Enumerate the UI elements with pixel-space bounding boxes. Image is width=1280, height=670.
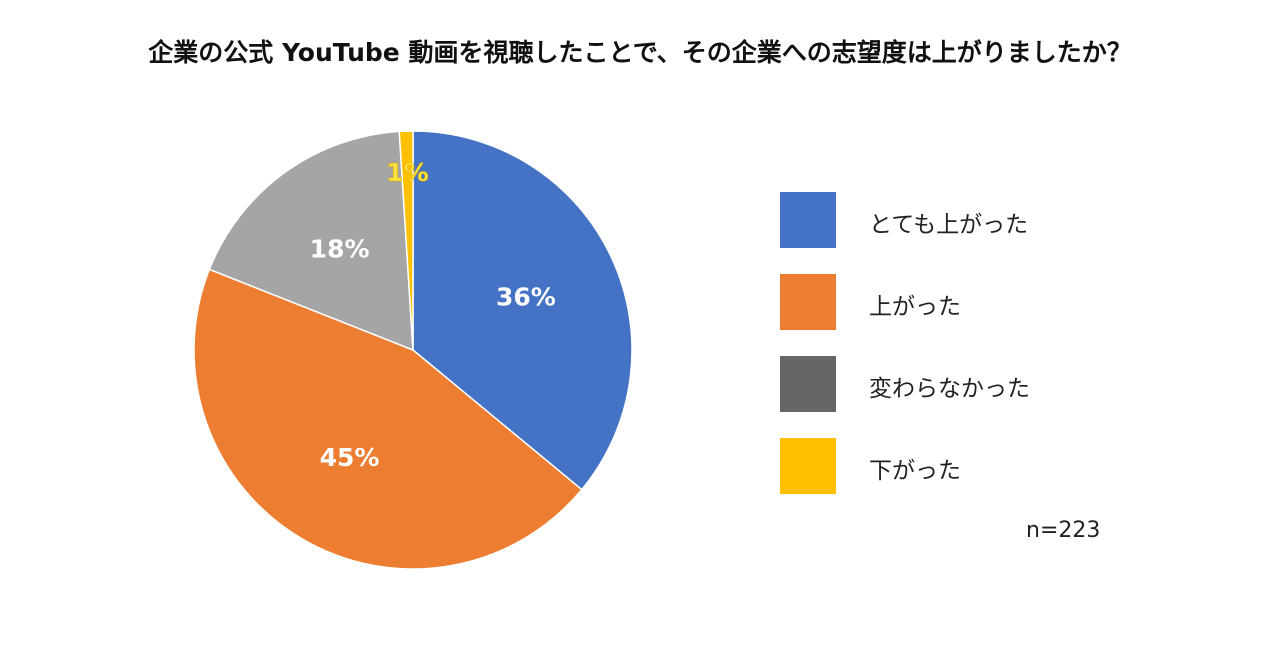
legend-item-increased: 上がった bbox=[780, 274, 1180, 330]
slice-percent-label: 45% bbox=[320, 443, 380, 472]
slice-percent-label: 1% bbox=[386, 158, 428, 187]
legend-label: とても上がった bbox=[869, 212, 1029, 238]
pie-slice bbox=[193, 268, 583, 570]
legend-swatch bbox=[780, 438, 836, 494]
legend-swatch bbox=[780, 274, 836, 330]
legend-label: 下がった bbox=[869, 458, 961, 484]
slice-percent-label: 36% bbox=[496, 282, 556, 311]
legend-label: 変わらなかった bbox=[869, 376, 1030, 402]
legend-swatch bbox=[780, 192, 836, 248]
pie-slice bbox=[208, 130, 414, 352]
legend-label: 上がった bbox=[869, 294, 961, 320]
sample-size: n=223 bbox=[1026, 518, 1101, 543]
chart-title: 企業の公式 YouTube 動画を視聴したことで、その企業への志望度は上がりまし… bbox=[148, 38, 1132, 67]
legend-item-unchanged: 変わらなかった bbox=[780, 356, 1180, 412]
legend-swatch bbox=[780, 356, 836, 412]
pie-slice bbox=[398, 130, 414, 351]
legend-item-very-increased: とても上がった bbox=[780, 192, 1180, 248]
legend-item-decreased: 下がった bbox=[780, 438, 1180, 494]
legend: とても上がった 上がった 変わらなかった 下がった bbox=[780, 192, 1180, 520]
slice-percent-label: 18% bbox=[310, 235, 370, 264]
pie-slice bbox=[412, 130, 633, 491]
